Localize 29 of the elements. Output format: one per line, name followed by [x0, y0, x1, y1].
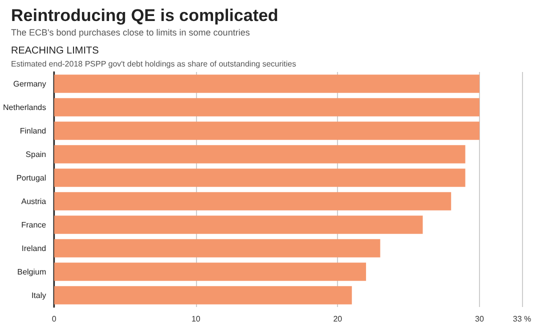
bar: [54, 168, 466, 187]
y-tick-label: France: [21, 220, 47, 230]
bar: [54, 239, 380, 258]
x-tick-label: 33 %: [512, 314, 532, 324]
text: REACHING LIMITS: [11, 46, 100, 56]
y-tick-label: Finland: [20, 126, 46, 136]
y-tick-label: Austria: [21, 196, 47, 206]
x-tick-label: 30: [475, 314, 484, 324]
bar: [54, 74, 480, 93]
chart-title: Reintroducing QE is complicated: [11, 6, 278, 25]
y-tick-label: Netherlands: [2, 102, 46, 112]
y-tick-label: Germany: [13, 79, 46, 88]
x-tick-label: 0: [52, 314, 57, 324]
bar: [54, 216, 423, 234]
bar: [54, 262, 366, 281]
y-tick-label: Belgium: [17, 267, 46, 276]
y-tick-label: Portugal: [16, 173, 46, 182]
bar: [54, 145, 466, 164]
bar: [54, 286, 352, 304]
y-tick-label: Ireland: [22, 244, 46, 253]
y-tick-label: Italy: [31, 290, 46, 300]
bar: [54, 192, 452, 210]
text: Estimated end-2018 PSPP gov't debt holdings as share of outstanding securities: [11, 60, 296, 68]
y-tick-label: Spain: [26, 150, 46, 159]
bar: [54, 122, 480, 140]
chart-subtitle: The ECB's bond purchases close to limits in some countries: [11, 28, 250, 38]
x-tick-label: 20: [333, 314, 343, 324]
x-tick-label: 10: [191, 314, 201, 324]
bar: [54, 98, 480, 116]
